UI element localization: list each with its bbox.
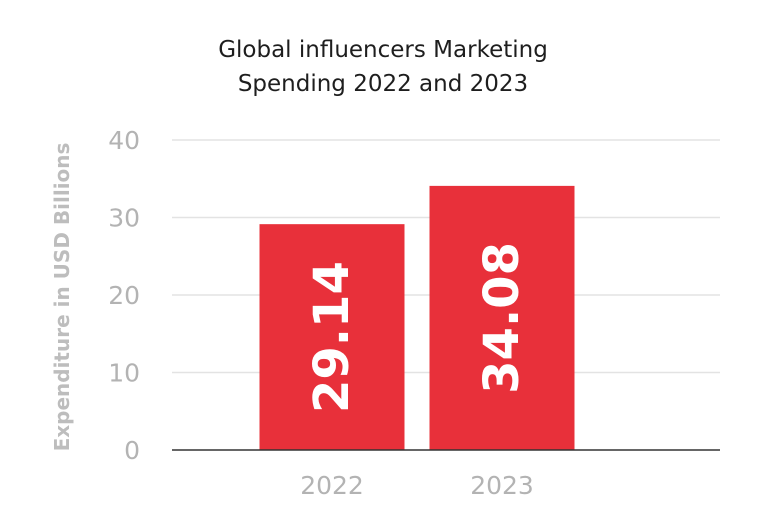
chart-title-line-2: Spending 2022 and 2023 (237, 71, 529, 97)
x-tick-label: 2023 (470, 471, 534, 500)
chart-title: Global influencers Marketing Spending 20… (0, 33, 766, 101)
y-tick-label: 40 (108, 126, 140, 155)
y-tick-label: 0 (124, 436, 140, 465)
bar-value-label: 29.14 (304, 261, 360, 413)
chart-title-line-1: Global influencers Marketing (218, 37, 548, 63)
y-tick-label: 20 (108, 281, 140, 310)
y-tick-label: 30 (108, 204, 140, 233)
bar (259, 224, 405, 450)
y-tick-label: 10 (108, 359, 140, 388)
x-tick-label: 2022 (300, 471, 364, 500)
bar (429, 185, 575, 450)
bar-value-label: 34.08 (474, 242, 530, 394)
y-axis-title: Expenditure in USD Billions (50, 143, 74, 452)
